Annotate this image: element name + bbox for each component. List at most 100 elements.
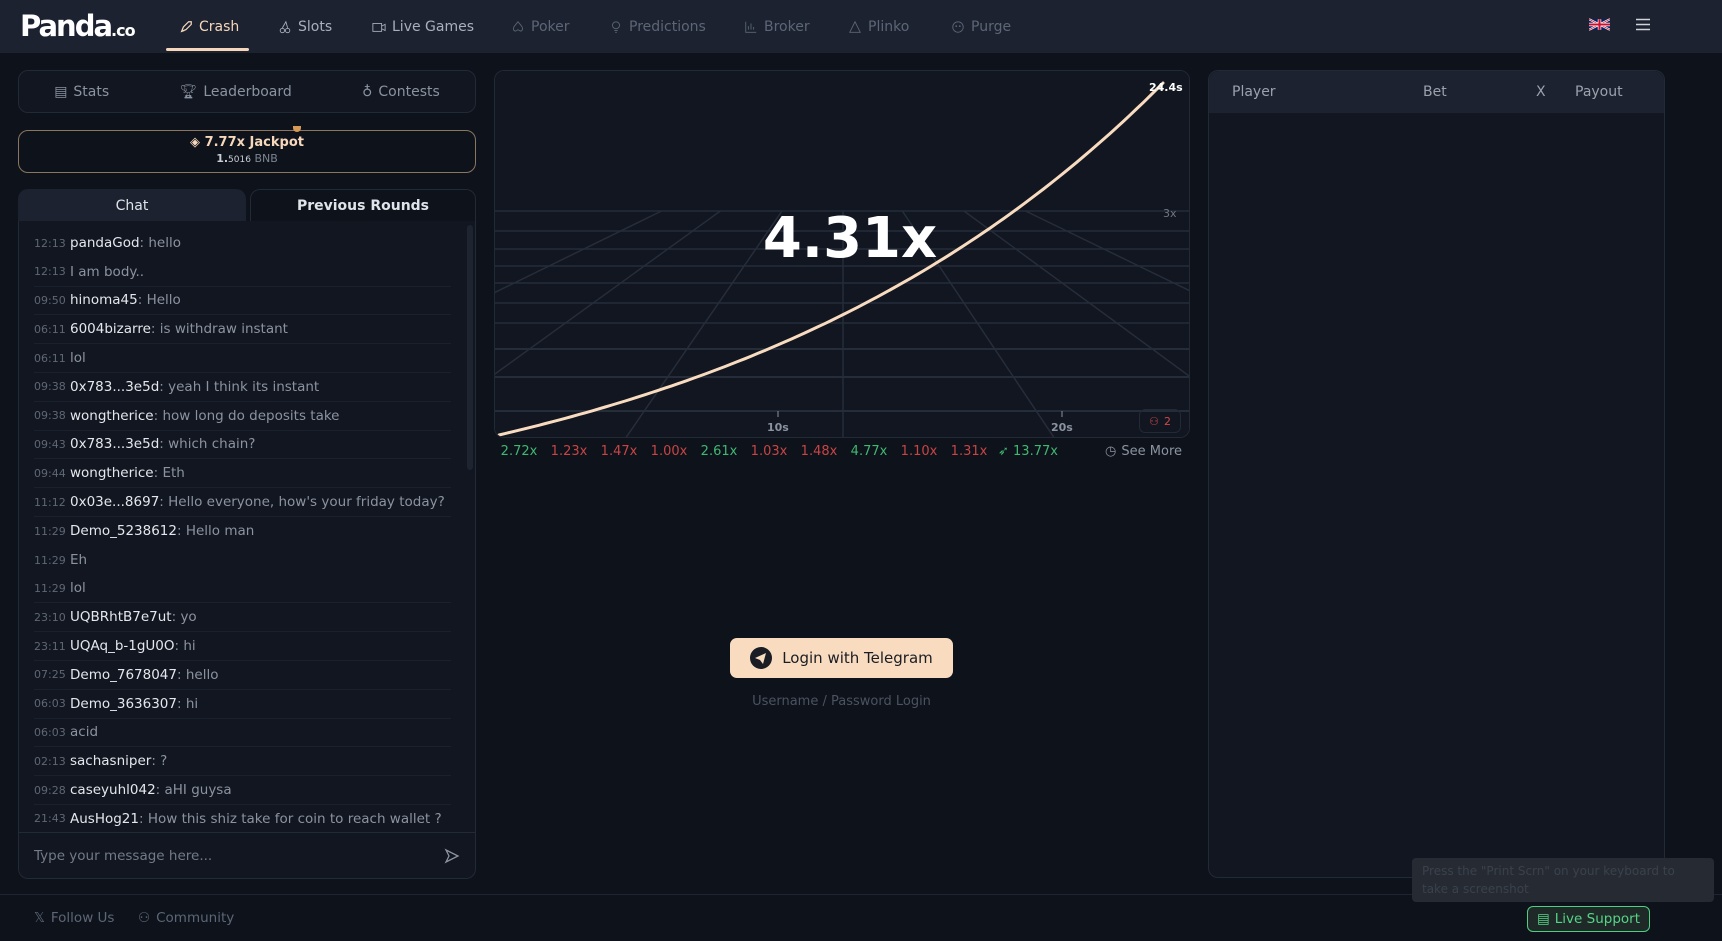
send-icon[interactable] (444, 848, 460, 864)
previous-round-multiplier[interactable]: ➶ 13.77x (994, 444, 1062, 459)
leaderboard-button[interactable]: 🏆︎ Leaderboard (180, 84, 292, 100)
column-payout[interactable]: Payout (1575, 84, 1623, 100)
message-time: 21:43 (34, 812, 66, 826)
message-colon: : (159, 436, 169, 453)
message-text: lol (70, 580, 86, 597)
message-user[interactable]: UQBRhtB7e7ut (70, 609, 172, 626)
see-more-button[interactable]: ◷ See More (1105, 444, 1182, 459)
nav-plinko[interactable]: Plinko (848, 0, 909, 53)
jackpot-indicator (293, 126, 301, 132)
active-nav-indicator (166, 48, 249, 51)
nav-broker[interactable]: Broker (744, 0, 810, 53)
nav-label: Purge (971, 18, 1012, 35)
contests-label: Contests (378, 83, 440, 100)
community-link[interactable]: ⚇ Community (138, 910, 234, 926)
previous-rounds-bar: 2.72x 1.23x 1.47x 1.00x 2.61x 1.03x 1.48x 4.77x… (494, 440, 1190, 462)
message-time: 06:11 (34, 322, 66, 336)
message-colon: : (177, 666, 186, 683)
message-user[interactable]: 0x783...3e5d (70, 378, 160, 395)
message-user[interactable]: AusHog21 (70, 810, 139, 827)
message-user[interactable]: Demo_3636307 (70, 695, 177, 712)
diamond-icon: ◈ (190, 135, 205, 150)
x-logo-icon: 𝕏 (34, 910, 45, 926)
logo[interactable]: Panda.co (20, 9, 136, 43)
previous-round-multiplier[interactable]: 1.47x (600, 443, 638, 459)
chat-input[interactable]: Type your message here... (19, 832, 475, 878)
previous-round-multiplier[interactable]: 4.77x (850, 443, 888, 459)
previous-round-multiplier[interactable]: 2.61x (700, 443, 738, 459)
hamburger-icon[interactable] (1636, 18, 1650, 31)
message-user[interactable]: sachasniper (70, 753, 152, 770)
message-text: I am body.. (70, 263, 145, 280)
message-colon: : (138, 810, 148, 827)
previous-round-multiplier[interactable]: 1.10x (900, 443, 938, 459)
chat-scrollbar[interactable] (467, 225, 473, 470)
contests-button[interactable]: ♁ Contests (362, 84, 440, 100)
message-colon: : (153, 465, 163, 482)
current-multiplier: 4.31x (762, 206, 938, 271)
message-user[interactable]: Demo_7678047 (70, 666, 177, 683)
chat-message: 09:43 0x783...3e5d: which chain? (34, 431, 451, 460)
stats-button[interactable]: ▤ Stats (54, 84, 109, 100)
previous-round-multiplier[interactable]: 1.48x (800, 443, 838, 459)
column-player[interactable]: Player (1232, 84, 1276, 100)
nav-label: Crash (199, 18, 240, 35)
footer-divider (0, 894, 1722, 895)
message-user[interactable]: Demo_5238612 (70, 523, 177, 540)
message-user[interactable]: wongtherice (70, 465, 154, 482)
chat-message: 11:29 lol (34, 575, 451, 604)
message-time: 09:50 (34, 293, 66, 307)
chat-message: 09:50 hinoma45: Hello (34, 287, 451, 316)
previous-round-multiplier[interactable]: 1.00x (650, 443, 688, 459)
nav-poker[interactable]: Poker (511, 0, 570, 53)
message-colon: : (151, 753, 161, 770)
message-time: 09:28 (34, 783, 66, 797)
triangle-icon (849, 20, 861, 33)
password-login-link[interactable]: Username / Password Login (752, 694, 931, 709)
nav-purge[interactable]: Purge (951, 0, 1011, 53)
see-more-label: See More (1121, 443, 1182, 459)
message-user[interactable]: wongtherice (70, 407, 154, 424)
message-time: 09:38 (34, 380, 66, 394)
uk-flag-icon[interactable] (1589, 17, 1610, 32)
chat-messages: 12:13 pandaGod: hello 12:13 I am body.. 09:5… (19, 229, 453, 831)
nav-live-games[interactable]: Live Games (372, 0, 474, 53)
jackpot-title: 7.77x Jackpot (204, 135, 304, 150)
live-support-button[interactable]: ▤ Live Support (1527, 906, 1650, 932)
tab-previous-rounds[interactable]: Previous Rounds (250, 189, 476, 222)
message-user[interactable]: hinoma45 (70, 292, 138, 309)
follow-us-link[interactable]: 𝕏 Follow Us (34, 910, 114, 926)
message-user[interactable]: pandaGod (70, 235, 140, 252)
message-user[interactable]: 0x03e...8697 (70, 494, 160, 511)
nav-crash[interactable]: Crash (179, 0, 239, 53)
previous-round-multiplier[interactable]: 1.23x (550, 443, 588, 459)
nav-label: Broker (764, 18, 810, 35)
previous-round-multiplier[interactable]: 1.31x (950, 443, 988, 459)
nav-slots[interactable]: Slots (278, 0, 332, 53)
nav-label: Live Games (392, 18, 475, 35)
chat-input-placeholder[interactable]: Type your message here... (34, 847, 213, 864)
telegram-login-label: Login with Telegram (782, 649, 933, 667)
grid-line (625, 210, 783, 437)
chat-message: 07:25 Demo_7678047: hello (34, 661, 451, 690)
jackpot-banner[interactable]: ◈ 7.77x Jackpot 1.5016 BNB (18, 130, 476, 173)
column-x[interactable]: X (1536, 84, 1546, 100)
elapsed-time: 24.4s (1149, 81, 1183, 94)
message-text: ? (160, 753, 168, 770)
bets-table: Player Bet X Payout (1208, 70, 1665, 878)
tab-chat[interactable]: Chat (18, 189, 246, 222)
crash-chart (495, 71, 1189, 437)
message-time: 11:29 (34, 553, 66, 567)
chat-message: 09:38 0x783...3e5d: yeah I think its inst… (34, 373, 451, 402)
message-user[interactable]: 6004bizarre (70, 321, 151, 338)
telegram-login-button[interactable]: Login with Telegram (730, 638, 953, 678)
message-user[interactable]: caseyuhl042 (70, 782, 156, 799)
nav-predictions[interactable]: Predictions (609, 0, 706, 53)
chat-panel: 12:13 pandaGod: hello 12:13 I am body.. 09:5… (18, 221, 476, 879)
message-user[interactable]: UQAq_b-1gU0O (70, 638, 175, 655)
message-user[interactable]: 0x783...3e5d (70, 436, 160, 453)
previous-round-multiplier[interactable]: 1.03x (750, 443, 788, 459)
telegram-icon (750, 647, 773, 669)
previous-round-multiplier[interactable]: 2.72x (500, 443, 538, 459)
column-bet[interactable]: Bet (1423, 84, 1447, 100)
